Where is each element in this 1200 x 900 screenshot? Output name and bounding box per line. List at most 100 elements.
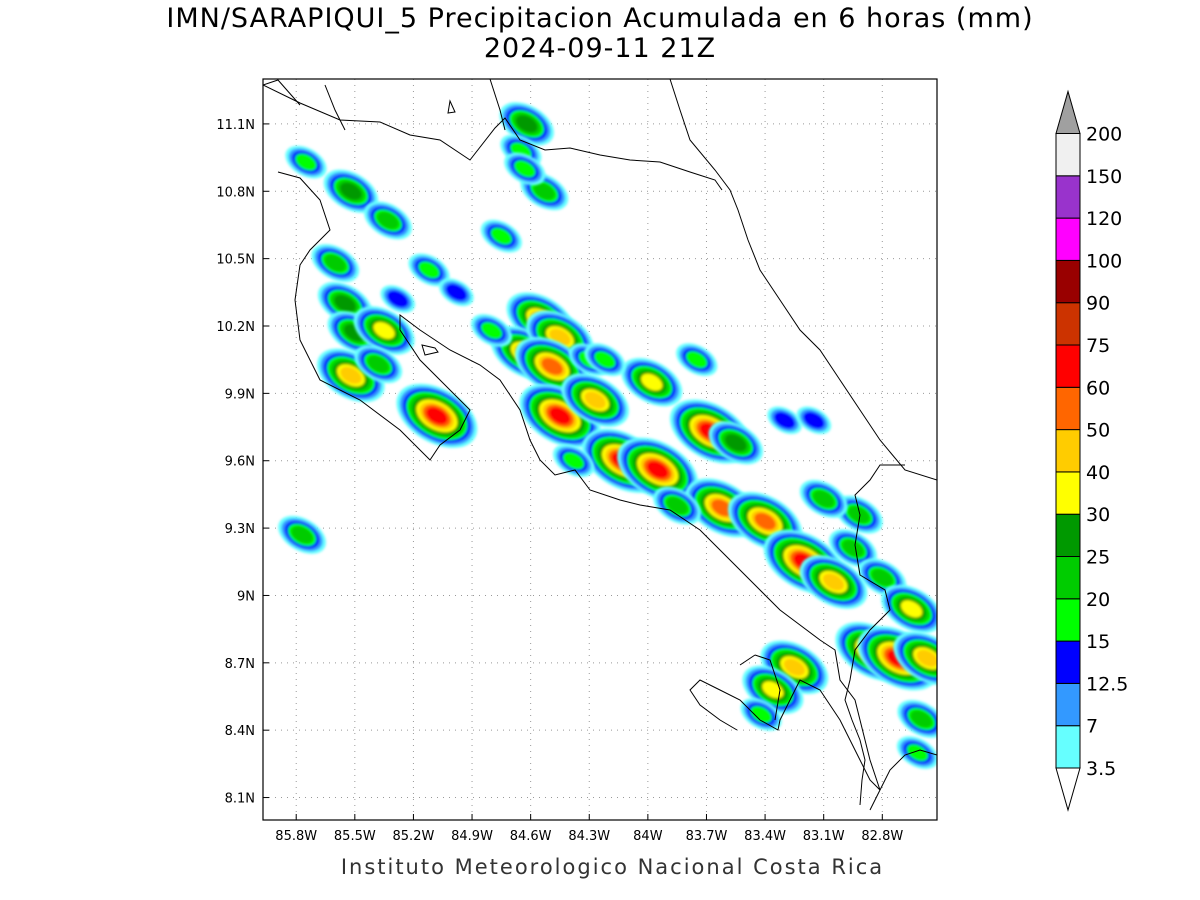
- colorbar-label: 60: [1086, 377, 1110, 399]
- lat-tick-label: 10.5N: [216, 253, 255, 268]
- colorbar-swatch: [1055, 640, 1081, 684]
- colorbar-swatch: [1055, 471, 1081, 515]
- lat-tick-label: 11.1N: [216, 118, 255, 133]
- map-datetime: 2024-09-11 21Z: [483, 33, 717, 64]
- colorbar-swatch: [1055, 344, 1081, 388]
- precip-cell: [653, 486, 702, 525]
- precip-contour: [686, 351, 708, 369]
- colorbar-swatch: [1055, 259, 1081, 304]
- precip-contour: [754, 512, 776, 530]
- precip-contour: [295, 153, 317, 171]
- lon-tick-label: 83.4W: [744, 829, 786, 844]
- lon-tick-label: 82.8W: [861, 829, 903, 844]
- precip-cell: [285, 145, 327, 179]
- precip-contour: [324, 254, 346, 272]
- colorbar-label: 120: [1086, 208, 1122, 230]
- lat-tick-label: 10.8N: [216, 185, 255, 200]
- precip-contour: [541, 357, 563, 375]
- precip-contour: [641, 373, 663, 391]
- precip-contour: [367, 355, 389, 373]
- colorbar-swatch: [1055, 217, 1081, 261]
- precip-cell: [799, 555, 868, 609]
- precip-contour: [562, 452, 585, 470]
- lat-tick-label: 9.6N: [225, 455, 255, 470]
- precip-cell: [767, 406, 802, 435]
- precip-cell: [799, 479, 848, 518]
- colorbar-label: 100: [1086, 250, 1122, 272]
- lat-tick-label: 10.2N: [216, 320, 255, 335]
- lon-tick-label: 84.9W: [451, 829, 493, 844]
- precip-cell: [408, 253, 450, 287]
- precip-contour: [334, 295, 356, 313]
- precip-contour: [916, 649, 937, 667]
- precip-cell: [278, 515, 326, 554]
- colorbar-swatch: [1055, 556, 1081, 600]
- coastline-borders: [263, 79, 937, 811]
- precip-contour: [340, 182, 362, 200]
- colorbar-swatch: [1055, 302, 1081, 346]
- colorbar-swatch: [1055, 175, 1081, 219]
- precip-contour: [783, 658, 806, 676]
- precip-cell: [584, 343, 626, 377]
- precip-cell: [396, 383, 478, 448]
- precip-contour: [666, 497, 688, 515]
- precip-contour: [426, 407, 448, 425]
- colorbar-label: 75: [1086, 335, 1110, 357]
- precip-contour: [842, 539, 864, 557]
- precip-cell: [480, 219, 522, 253]
- precip-cell: [364, 201, 412, 240]
- colorbar-label: 30: [1086, 504, 1110, 526]
- lat-tick-label: 9.9N: [225, 387, 255, 402]
- colorbar-label: 50: [1086, 420, 1110, 442]
- colorbar-label: 200: [1086, 124, 1122, 146]
- longitude-ticks: 85.8W 85.5W 85.2W 84.9W 84.6W 84.3W 84W 83.7W 83…: [275, 814, 903, 844]
- colorbar-top-triangle: [1055, 89, 1081, 134]
- precip-cell: [893, 631, 937, 686]
- precip-cell: [676, 343, 718, 377]
- precip-contour: [773, 411, 796, 429]
- precip-cell: [553, 444, 595, 478]
- precip-cell: [621, 357, 683, 407]
- precip-contour: [373, 321, 395, 340]
- footer-credit: Instituto Meteorologico Nacional Costa R…: [340, 855, 885, 879]
- lon-tick-label: 85.5W: [334, 829, 376, 844]
- precip-contour: [445, 283, 468, 301]
- precip-cell: [323, 169, 379, 213]
- precip-contour: [803, 411, 825, 429]
- colorbar-label: 20: [1086, 589, 1110, 611]
- lon-tick-label: 84.6W: [510, 829, 552, 844]
- precip-cell: [380, 285, 416, 313]
- colorbar-label: 25: [1086, 547, 1110, 569]
- precip-contour: [750, 705, 772, 723]
- lat-tick-label: 9.3N: [225, 522, 255, 537]
- lon-tick-label: 85.8W: [275, 829, 317, 844]
- precip-contour: [711, 499, 733, 517]
- precip-cell: [439, 278, 474, 307]
- precip-contour: [549, 407, 571, 425]
- precip-cell: [829, 529, 877, 568]
- colorbar-swatch: [1055, 725, 1081, 769]
- precip-cell: [796, 406, 832, 435]
- colorbar-swatch: [1055, 386, 1081, 431]
- colorbar-swatch: [1055, 598, 1081, 642]
- precip-contour: [871, 568, 893, 587]
- precip-cell: [896, 736, 937, 770]
- lon-tick-label: 85.2W: [393, 829, 435, 844]
- precip-cell: [561, 373, 629, 427]
- precip-contour: [725, 434, 747, 452]
- precip-contour: [822, 573, 845, 591]
- precip-contour: [906, 744, 929, 762]
- latitude-ticks: 11.1N 10.8N 10.5N 10.2N 9.9N 9.6N 9.3N 9N 8.7N 8.…: [216, 118, 269, 807]
- colorbar-label: 15: [1086, 631, 1110, 653]
- precip-cell: [353, 306, 415, 355]
- precip-contour: [377, 211, 399, 229]
- precip-cell: [897, 699, 937, 738]
- precip-contour: [594, 351, 616, 369]
- lon-tick-label: 83.1W: [803, 829, 845, 844]
- lon-tick-label: 83.7W: [686, 829, 728, 844]
- precip-contour: [900, 600, 923, 618]
- precip-cell: [881, 584, 937, 634]
- precip-cell: [617, 437, 699, 502]
- precip-cell: [354, 345, 403, 384]
- precip-contour: [848, 506, 870, 524]
